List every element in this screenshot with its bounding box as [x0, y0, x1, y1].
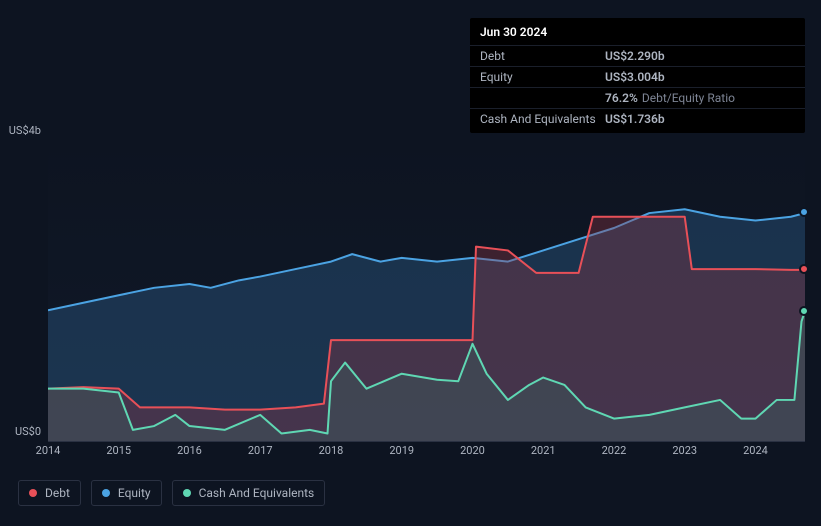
tooltip-row: DebtUS$2.290b	[470, 46, 805, 67]
tooltip-row: 76.2% Debt/Equity Ratio	[470, 88, 805, 109]
x-axis: 2014201520162017201820192020202120222023…	[48, 444, 805, 464]
x-tick: 2018	[319, 444, 344, 457]
tooltip-label: Equity	[480, 70, 605, 84]
x-tick: 2016	[177, 444, 202, 457]
legend-dot	[183, 489, 191, 497]
series-end-marker	[799, 264, 809, 274]
tooltip-box: Jun 30 2024 DebtUS$2.290bEquityUS$3.004b…	[470, 18, 805, 133]
legend-label: Cash And Equivalents	[199, 486, 315, 500]
x-tick: 2015	[106, 444, 131, 457]
chart-plot[interactable]	[48, 142, 805, 442]
x-tick: 2022	[602, 444, 627, 457]
legend-debt[interactable]: Debt	[18, 480, 81, 506]
legend-label: Debt	[45, 486, 70, 500]
x-tick: 2024	[743, 444, 768, 457]
tooltip-value: US$1.736b	[605, 112, 665, 126]
tooltip-value: 76.2%	[605, 91, 638, 105]
x-tick: 2021	[531, 444, 556, 457]
tooltip-date: Jun 30 2024	[470, 22, 805, 46]
x-tick: 2019	[389, 444, 414, 457]
tooltip-label	[480, 91, 605, 105]
legend-dot	[102, 489, 110, 497]
legend-cash[interactable]: Cash And Equivalents	[172, 480, 326, 506]
legend-label: Equity	[118, 486, 151, 500]
legend-equity[interactable]: Equity	[91, 480, 162, 506]
x-tick: 2020	[460, 444, 485, 457]
tooltip-value: US$2.290b	[605, 49, 665, 63]
legend: Debt Equity Cash And Equivalents	[18, 480, 325, 506]
tooltip-label: Debt	[480, 49, 605, 63]
series-end-marker	[799, 207, 809, 217]
x-tick: 2017	[248, 444, 273, 457]
legend-dot	[29, 489, 37, 497]
x-tick: 2014	[36, 444, 61, 457]
y-axis-min: US$0	[15, 425, 41, 438]
series-end-marker	[799, 306, 809, 316]
tooltip-row: Cash And EquivalentsUS$1.736b	[470, 109, 805, 129]
tooltip-row: EquityUS$3.004b	[470, 67, 805, 88]
tooltip-suffix: Debt/Equity Ratio	[642, 91, 735, 105]
x-tick: 2023	[672, 444, 697, 457]
y-axis-max: US$4b	[9, 124, 41, 137]
tooltip-value: US$3.004b	[605, 70, 665, 84]
tooltip-label: Cash And Equivalents	[480, 112, 605, 126]
